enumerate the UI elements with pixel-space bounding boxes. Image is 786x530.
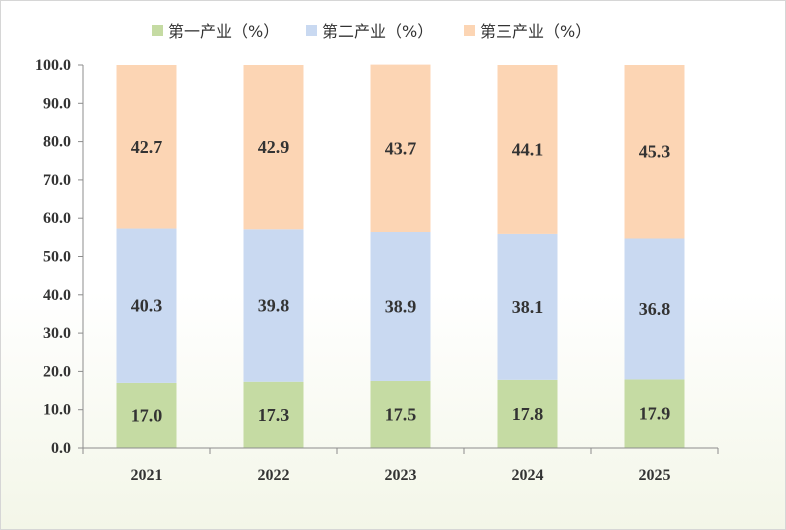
bar-segment <box>370 64 431 232</box>
data-label: 45.3 <box>639 142 671 162</box>
y-tick-label: 50.0 <box>43 249 71 266</box>
bar-segment <box>370 231 431 381</box>
data-label: 17.8 <box>512 404 544 424</box>
y-tick-label: 80.0 <box>43 134 71 151</box>
bar-segment <box>370 380 431 448</box>
bar-segment <box>624 65 685 239</box>
x-axis: 2021 2022 2023 2024 2025 <box>82 447 719 484</box>
y-tick-label: 20.0 <box>43 363 71 380</box>
x-tick-label: 2022 <box>258 467 290 484</box>
y-tick-label: 10.0 <box>43 402 71 419</box>
data-label: 36.8 <box>639 299 671 319</box>
x-tick-label: 2023 <box>385 467 417 484</box>
legend-label: 第二产业（%） <box>322 22 433 41</box>
x-tick-label: 2024 <box>512 467 544 484</box>
data-label: 44.1 <box>512 139 544 159</box>
legend-swatch <box>306 25 317 36</box>
data-label: 40.3 <box>131 296 163 316</box>
x-tick-label: 2025 <box>639 467 671 484</box>
data-label: 38.1 <box>512 297 544 317</box>
y-tick-label: 90.0 <box>43 95 71 112</box>
y-tick-label: 60.0 <box>43 210 71 227</box>
bar-segment <box>624 238 685 380</box>
bar-segment <box>243 229 304 382</box>
bars: 17.0 40.3 42.7 17.3 39.8 42.9 17.5 38.9 43.7 17.8… <box>116 64 685 448</box>
legend-swatch <box>464 25 475 36</box>
data-label: 43.7 <box>385 138 417 158</box>
bar-segment <box>116 382 177 448</box>
y-tick-label: 40.0 <box>43 287 71 304</box>
legend-swatch <box>152 25 163 36</box>
y-tick-label: 100.0 <box>35 57 71 74</box>
bar-segment <box>116 65 177 229</box>
data-label: 17.5 <box>385 404 417 424</box>
y-tick-label: 0.0 <box>51 440 71 457</box>
bar-segment <box>243 65 304 230</box>
legend-label: 第三产业（%） <box>480 22 591 41</box>
data-label: 38.9 <box>385 296 417 316</box>
y-tick-label: 70.0 <box>43 172 71 189</box>
data-label: 39.8 <box>258 296 290 316</box>
y-tick-label: 30.0 <box>43 325 71 342</box>
data-label: 42.7 <box>131 137 163 157</box>
data-label: 17.0 <box>131 405 163 425</box>
data-label: 17.3 <box>258 405 290 425</box>
bar-segment <box>624 379 685 448</box>
legend: 第一产业（%） 第二产业（%） 第三产业（%） <box>152 22 591 41</box>
y-axis: 0.0 10.0 20.0 30.0 40.0 50.0 60.0 70.0 80.0 90.0 1… <box>35 57 84 457</box>
legend-label: 第一产业（%） <box>168 22 279 41</box>
bar-segment <box>497 379 558 448</box>
data-label: 42.9 <box>258 137 290 157</box>
x-tick-label: 2021 <box>131 467 163 484</box>
bar-segment <box>116 228 177 383</box>
data-label: 17.9 <box>639 404 671 424</box>
bar-segment <box>497 65 558 234</box>
bar-segment <box>243 381 304 448</box>
bar-segment <box>497 233 558 380</box>
